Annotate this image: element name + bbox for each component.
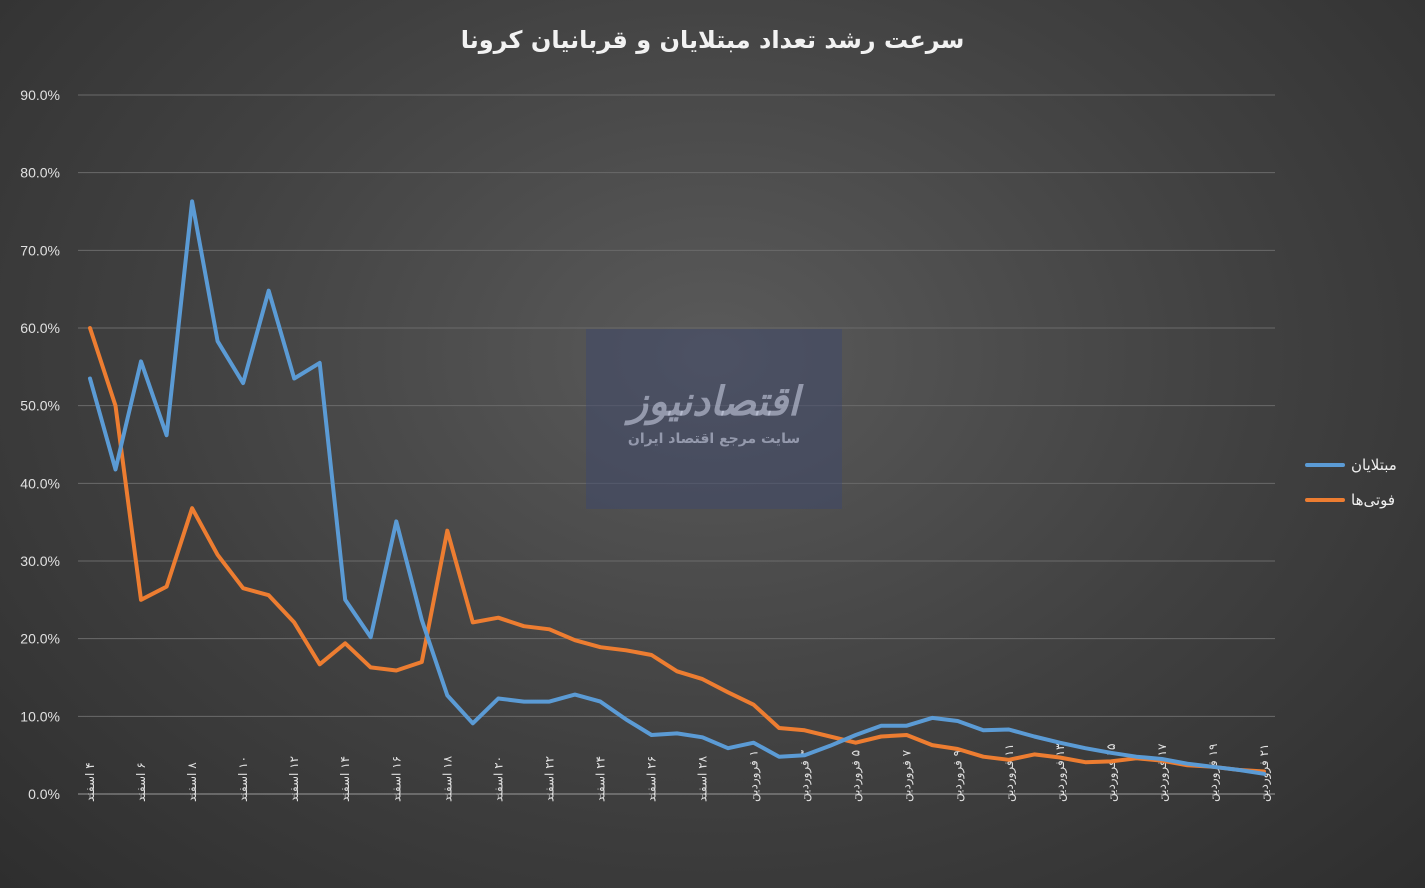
x-tick-label: ۹ فروردین — [951, 750, 966, 802]
y-tick-label: 30.0% — [20, 553, 60, 569]
x-tick-label: ۲۶ اسفند — [644, 756, 658, 802]
legend-item-infected: مبتلایان — [1305, 454, 1415, 476]
y-tick-label: 60.0% — [20, 320, 60, 336]
x-tick-label: ۶ اسفند — [134, 762, 148, 802]
legend-label-deaths: فوتی‌ها — [1351, 491, 1396, 509]
y-tick-label: 80.0% — [20, 165, 60, 181]
y-tick-label: 40.0% — [20, 475, 60, 491]
y-tick-label: 0.0% — [28, 786, 60, 802]
x-tick-label: ۸ اسفند — [185, 762, 199, 802]
x-tick-label: ۱۹ فروردین — [1206, 744, 1221, 802]
y-tick-label: 90.0% — [20, 87, 60, 103]
x-tick-label: ۴ اسفند — [83, 762, 97, 802]
x-tick-label: ۱۳ فروردین — [1053, 743, 1068, 802]
legend-label-infected: مبتلایان — [1351, 456, 1397, 474]
watermark: اقتصادنیوز سایت مرجع اقتصاد ایران — [586, 329, 842, 509]
x-tick-label: ۲۸ اسفند — [696, 755, 710, 802]
watermark-logo: اقتصادنیوز — [628, 379, 800, 425]
x-tick-label: ۱۰ اسفند — [236, 756, 250, 802]
x-tick-label: ۷ فروردین — [900, 749, 915, 802]
y-tick-label: 50.0% — [20, 398, 60, 414]
chart-title: سرعت رشد تعداد مبتلایان و قربانیان کرونا — [460, 26, 965, 54]
x-tick-label: ۲۴ اسفند — [593, 756, 607, 802]
x-tick-label: ۱۷ فروردین — [1155, 743, 1170, 802]
y-tick-label: 10.0% — [20, 708, 60, 724]
series-line-deaths — [88, 326, 1266, 774]
x-tick-label: ۲۰ اسفند — [491, 756, 505, 802]
legend-swatch-infected — [1305, 463, 1345, 467]
x-tick-label: ۱۵ فروردین — [1104, 744, 1119, 802]
x-tick-label: ۲۲ اسفند — [542, 756, 556, 802]
x-tick-label: ۵ فروردین — [849, 750, 864, 802]
x-tick-label: ۱۶ اسفند — [389, 756, 403, 802]
x-tick-label: ۱ فروردین — [747, 750, 762, 802]
x-tick-label: ۱۲ اسفند — [287, 756, 301, 802]
watermark-subtitle: سایت مرجع اقتصاد ایران — [627, 431, 801, 447]
y-tick-label: 70.0% — [20, 242, 60, 258]
series-line-infected — [88, 199, 1266, 776]
x-tick-label: ۳ فروردین — [798, 749, 813, 802]
x-tick-label: ۱۴ اسفند — [338, 756, 352, 802]
y-tick-label: 20.0% — [20, 631, 60, 647]
legend-item-deaths: فوتی‌ها — [1305, 489, 1415, 511]
x-tick-label: ۱۱ فروردین — [1002, 744, 1017, 802]
legend-swatch-deaths — [1305, 498, 1345, 502]
x-tick-label: ۱۸ اسفند — [440, 755, 454, 802]
